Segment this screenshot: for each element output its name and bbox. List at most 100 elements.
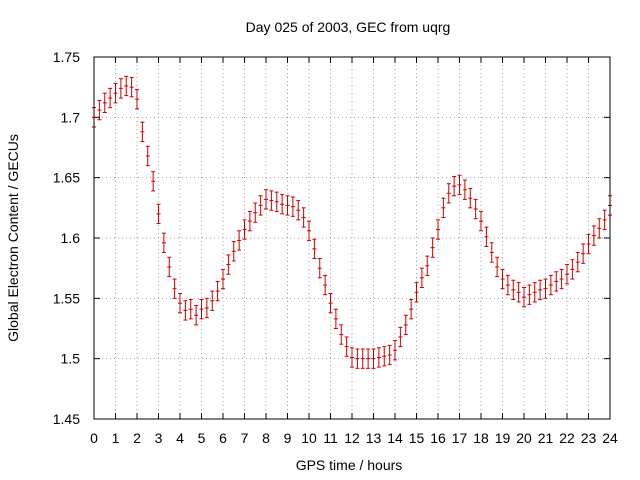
data-point — [296, 200, 301, 221]
data-point — [548, 274, 553, 296]
data-point — [253, 202, 258, 223]
x-tick-label: 7 — [241, 430, 249, 446]
data-point — [441, 197, 446, 218]
series-gec — [92, 75, 612, 369]
x-tick-label: 23 — [581, 430, 597, 446]
data-point — [505, 274, 510, 296]
x-tick-label: 9 — [284, 430, 292, 446]
data-point — [204, 297, 209, 319]
data-point — [387, 344, 392, 366]
y-tick-label: 1.45 — [53, 411, 80, 427]
data-point — [452, 175, 457, 197]
data-point — [414, 282, 419, 303]
x-tick-label: 18 — [473, 430, 489, 446]
x-tick-label: 5 — [198, 430, 206, 446]
data-point — [575, 251, 580, 273]
data-point — [118, 78, 123, 99]
x-tick-label: 13 — [366, 430, 382, 446]
x-tick-label: 16 — [430, 430, 446, 446]
data-point — [393, 340, 397, 361]
x-tick-label: 6 — [219, 430, 227, 446]
x-tick-label: 2 — [133, 430, 141, 446]
data-point — [333, 308, 338, 329]
data-point — [350, 347, 354, 368]
data-point — [527, 284, 532, 305]
data-point — [274, 191, 279, 212]
data-point — [145, 145, 150, 167]
data-point — [398, 326, 403, 348]
data-point — [581, 243, 586, 264]
data-point — [188, 299, 193, 320]
y-tick-label: 1.55 — [53, 290, 80, 306]
x-tick-label: 12 — [344, 430, 360, 446]
tick-marks — [93, 56, 611, 420]
data-point — [140, 121, 145, 142]
data-point — [199, 299, 204, 320]
y-tick-label: 1.7 — [61, 109, 81, 125]
data-point — [570, 259, 575, 280]
data-point — [511, 279, 516, 301]
data-point — [247, 210, 252, 232]
data-point — [538, 279, 543, 301]
data-point — [328, 293, 333, 314]
data-point — [436, 219, 440, 240]
data-point — [489, 242, 494, 263]
data-point — [468, 188, 473, 209]
plot-frame — [93, 56, 611, 420]
tick-labels: 0 1 2 3 4 5 6 7 8 9 10 11 12 13 14 15 16 17 18 19 20 21 22 23 24… — [53, 49, 618, 446]
data-point — [215, 280, 220, 302]
data-point — [484, 226, 489, 247]
x-tick-label: 11 — [323, 430, 338, 446]
data-point — [231, 241, 236, 262]
data-point — [124, 75, 129, 97]
data-point — [151, 171, 156, 192]
x-tick-label: 3 — [155, 430, 163, 446]
x-tick-label: 21 — [538, 430, 554, 446]
data-point — [97, 99, 102, 121]
data-point — [355, 348, 360, 369]
data-point — [135, 89, 139, 110]
data-point — [403, 314, 408, 336]
data-point — [597, 218, 602, 239]
data-point — [371, 348, 376, 369]
data-point — [301, 207, 306, 228]
x-axis-label: GPS time / hours — [296, 457, 403, 473]
y-tick-label: 1.5 — [61, 351, 81, 367]
x-tick-label: 8 — [262, 430, 270, 446]
y-tick-label: 1.65 — [53, 170, 80, 186]
y-tick-label: 1.75 — [53, 49, 80, 65]
data-point — [129, 77, 134, 98]
data-point — [382, 346, 387, 367]
data-point — [462, 179, 467, 200]
x-tick-label: 20 — [516, 430, 532, 446]
data-point — [457, 174, 462, 196]
y-axis-label: Global Electron Content / GECUs — [5, 134, 21, 342]
x-tick-label: 1 — [112, 430, 120, 446]
data-point — [290, 196, 295, 217]
data-point — [366, 348, 371, 369]
data-point — [522, 286, 526, 308]
data-point — [446, 183, 451, 204]
x-tick-label: 24 — [602, 430, 618, 446]
data-point — [113, 83, 118, 104]
y-tick-label: 1.6 — [61, 230, 81, 246]
data-point — [285, 195, 290, 216]
data-point — [264, 189, 268, 210]
x-tick-label: 19 — [495, 430, 511, 446]
data-point — [323, 274, 328, 296]
chart-title: Day 025 of 2003, GEC from uqrg — [246, 19, 451, 35]
x-tick-label: 10 — [301, 430, 317, 446]
x-tick-label: 15 — [409, 430, 425, 446]
x-tick-label: 22 — [559, 430, 575, 446]
data-point — [161, 232, 166, 253]
data-point — [156, 203, 161, 225]
data-point — [194, 305, 199, 326]
data-point — [183, 300, 188, 321]
data-point — [210, 290, 215, 311]
data-point — [167, 256, 172, 278]
data-point — [479, 210, 483, 232]
data-point — [532, 282, 537, 303]
data-point — [565, 264, 569, 285]
data-point — [360, 348, 365, 369]
